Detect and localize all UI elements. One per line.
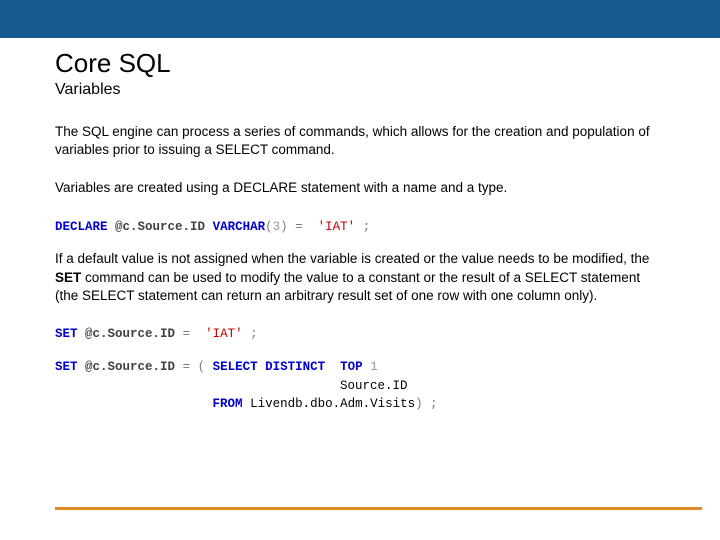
- semi: ;: [363, 220, 371, 234]
- eq-2: =: [183, 327, 191, 341]
- top-n: 1: [370, 360, 378, 374]
- paragraph-2: Variables are created using a DECLARE st…: [55, 179, 665, 197]
- kw-top: TOP: [340, 360, 363, 374]
- semi-2: ;: [250, 327, 258, 341]
- header-bar: [0, 0, 720, 38]
- p2-kw: DECLARE: [233, 180, 297, 195]
- str-val: 'IAT': [318, 220, 356, 234]
- p3-kw: SET: [55, 270, 81, 285]
- paragraph-3: If a default value is not assigned when …: [55, 250, 665, 305]
- code-set-select: SET @c.Source.ID = ( SELECT DISTINCT TOP…: [55, 358, 665, 414]
- kw-set: SET: [55, 327, 78, 341]
- kw-select: SELECT DISTINCT: [213, 360, 326, 374]
- var-name-2: @c.Source.ID: [85, 327, 175, 341]
- p3-post: command can be used to modify the value …: [55, 270, 640, 303]
- paragraph-1: The SQL engine can process a series of c…: [55, 123, 665, 159]
- bottom-rule: [55, 507, 702, 510]
- p2-post: statement with a name and a type.: [297, 180, 507, 195]
- slide-content: Core SQL Variables The SQL engine can pr…: [0, 38, 720, 414]
- kw-set-2: SET: [55, 360, 78, 374]
- eq: =: [295, 220, 303, 234]
- kw-from: FROM: [213, 397, 243, 411]
- code-set-const: SET @c.Source.ID = 'IAT' ;: [55, 325, 665, 344]
- paren-open-2: (: [198, 360, 206, 374]
- p2-pre: Variables are created using a: [55, 180, 233, 195]
- code-declare: DECLARE @c.Source.ID VARCHAR(3) = 'IAT' …: [55, 218, 665, 237]
- page-subtitle: Variables: [55, 81, 665, 99]
- paren-close: ): [280, 220, 288, 234]
- eq-3: =: [183, 360, 191, 374]
- page-title: Core SQL: [55, 48, 665, 79]
- table-name: Livendb.dbo.Adm.Visits: [250, 397, 415, 411]
- var-name: @c.Source.ID: [115, 220, 205, 234]
- var-name-3: @c.Source.ID: [85, 360, 175, 374]
- str-val-2: 'IAT': [205, 327, 243, 341]
- p3-pre: If a default value is not assigned when …: [55, 251, 649, 266]
- kw-declare: DECLARE: [55, 220, 108, 234]
- semi-3: ;: [430, 397, 438, 411]
- paren-close-2: ): [415, 397, 423, 411]
- col-name: Source.ID: [340, 379, 408, 393]
- type-varchar: VARCHAR: [213, 220, 266, 234]
- type-len: 3: [273, 220, 281, 234]
- paren-open: (: [265, 220, 273, 234]
